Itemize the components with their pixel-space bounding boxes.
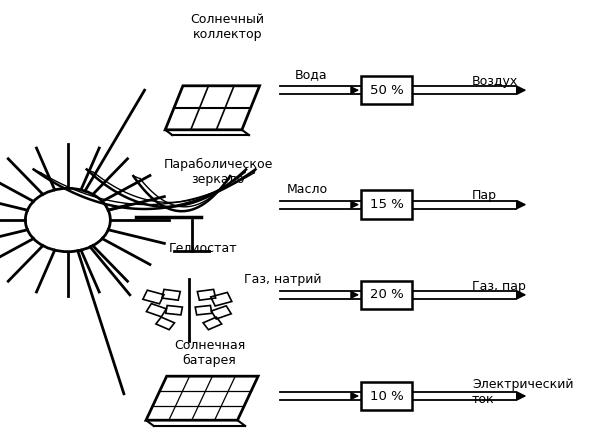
Text: Воздух: Воздух [472, 75, 518, 88]
Text: 10 %: 10 % [369, 389, 404, 403]
Text: Газ, натрий: Газ, натрий [244, 273, 322, 286]
Text: Вода: Вода [295, 68, 327, 81]
Text: 15 %: 15 % [369, 198, 404, 211]
FancyBboxPatch shape [361, 190, 411, 219]
Text: Электрический
ток: Электрический ток [472, 378, 573, 406]
Text: 50 %: 50 % [369, 84, 404, 97]
Text: 20 %: 20 % [369, 288, 404, 301]
FancyBboxPatch shape [361, 281, 411, 309]
Text: Параболическое
зеркало: Параболическое зеркало [163, 158, 273, 187]
FancyBboxPatch shape [361, 76, 411, 104]
Text: Масло: Масло [286, 183, 327, 196]
Text: Солнечная
батарея: Солнечная батарея [174, 339, 245, 367]
Text: Пар: Пар [472, 189, 497, 202]
Text: Солнечный
коллектор: Солнечный коллектор [190, 13, 264, 41]
FancyBboxPatch shape [361, 381, 411, 410]
Text: Гелиостат: Гелиостат [169, 242, 238, 255]
Text: Газ, пар: Газ, пар [472, 279, 526, 293]
